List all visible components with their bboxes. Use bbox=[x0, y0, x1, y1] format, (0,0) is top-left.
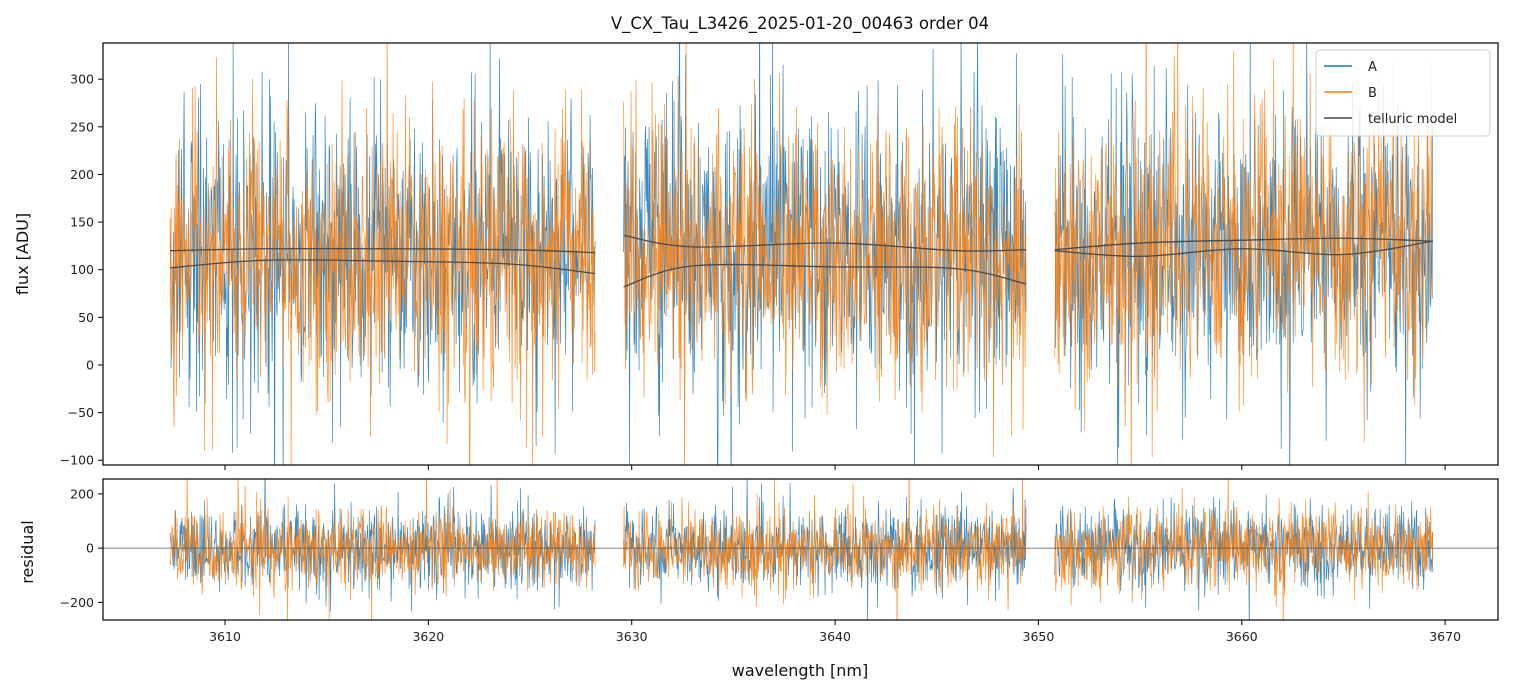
residual-xtick-label: 3620 bbox=[412, 629, 444, 644]
residual-xtick-label: 3660 bbox=[1226, 629, 1258, 644]
flux-ytick-label: 50 bbox=[78, 310, 94, 325]
residual-xtick-label: 3670 bbox=[1429, 629, 1461, 644]
series-b-segment-2 bbox=[1054, 479, 1434, 620]
telluric-model-lower-segment-2 bbox=[1054, 240, 1434, 258]
series-a-segment-1 bbox=[623, 43, 1027, 465]
flux-ytick-label: 300 bbox=[70, 72, 94, 87]
flux-axes-frame bbox=[102, 42, 1499, 466]
flux-ytick-label: 250 bbox=[70, 119, 94, 134]
legend: A B telluric model bbox=[1315, 49, 1491, 137]
legend-label-b: B bbox=[1368, 86, 1377, 101]
flux-ytick-label: −100 bbox=[60, 453, 94, 468]
chart-title: V_CX_Tau_L3426_2025-01-20_00463 order 04 bbox=[611, 14, 989, 34]
series-b-segment-0 bbox=[169, 479, 596, 620]
telluric-model-upper-segment-1 bbox=[623, 234, 1027, 252]
residual-xtick-label: 3610 bbox=[209, 629, 241, 644]
telluric-model-lower-segment-0 bbox=[170, 259, 596, 275]
residual-ytick-label: 200 bbox=[70, 486, 94, 501]
residual-axes-frame bbox=[102, 478, 1499, 621]
legend-label-telluric: telluric model bbox=[1368, 112, 1457, 127]
series-b-segment-1 bbox=[623, 479, 1027, 620]
residual-panel: −200 0 200 3610 3620 3630 3640 3650 3660 3670 re… bbox=[18, 478, 1499, 680]
residual-xtick-label: 3640 bbox=[819, 629, 851, 644]
residual-xtick-label: 3630 bbox=[616, 629, 648, 644]
flux-ytick-label: 100 bbox=[70, 262, 94, 277]
legend-label-a: A bbox=[1368, 60, 1377, 75]
series-b-segment-2 bbox=[1054, 43, 1433, 465]
series-a-segment-2 bbox=[1054, 494, 1434, 620]
flux-ytick-label: −50 bbox=[68, 405, 94, 420]
residual-y-axis-label: residual bbox=[18, 520, 37, 583]
residual-xtick-label: 3650 bbox=[1023, 629, 1055, 644]
residual-ytick-label: 0 bbox=[86, 541, 94, 556]
flux-ytick-label: 150 bbox=[70, 215, 94, 230]
legend-box bbox=[1315, 49, 1491, 137]
flux-ytick-label: 0 bbox=[86, 357, 94, 372]
telluric-model-upper-segment-2 bbox=[1054, 237, 1433, 251]
residual-ytick-label: −200 bbox=[60, 595, 94, 610]
flux-y-axis-label: flux [ADU] bbox=[13, 213, 32, 295]
flux-ytick-label: 200 bbox=[70, 167, 94, 182]
telluric-model-lower-segment-1 bbox=[623, 263, 1027, 288]
flux-panel: −100 −50 0 50 100 150 200 250 300 flux [ADU] A B… bbox=[13, 42, 1499, 470]
series-b-segment-0 bbox=[169, 43, 596, 465]
telluric-model-upper-segment-0 bbox=[170, 247, 596, 254]
x-axis-label: wavelength [nm] bbox=[732, 661, 869, 680]
